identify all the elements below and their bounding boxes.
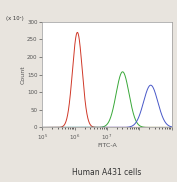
Text: (x 10¹): (x 10¹) [6,16,24,21]
Text: Human A431 cells: Human A431 cells [72,167,142,177]
X-axis label: FITC-A: FITC-A [97,143,117,148]
Y-axis label: Count: Count [21,65,26,84]
